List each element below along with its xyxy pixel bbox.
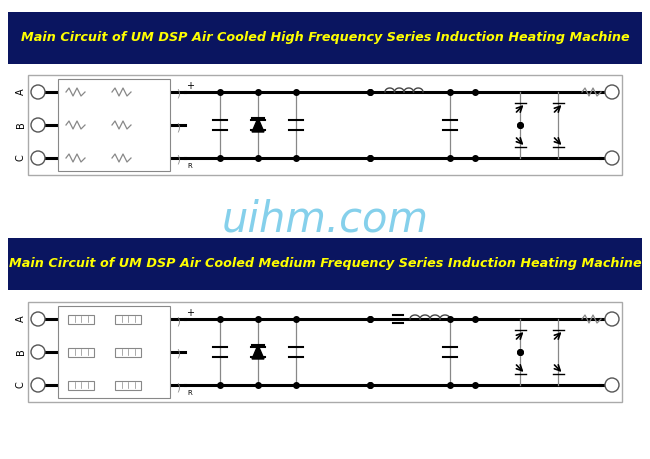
- Text: R: R: [188, 390, 192, 396]
- Bar: [58, 306, 170, 398]
- Circle shape: [31, 85, 45, 99]
- Bar: [68, 314, 94, 324]
- Text: C: C: [16, 381, 26, 388]
- Text: ): ): [176, 382, 180, 392]
- Circle shape: [605, 151, 619, 165]
- Text: uihm.com: uihm.com: [222, 199, 428, 241]
- Circle shape: [31, 312, 45, 326]
- Text: B: B: [16, 349, 26, 355]
- Polygon shape: [252, 118, 264, 132]
- Text: +: +: [186, 308, 194, 318]
- Polygon shape: [252, 345, 264, 359]
- Text: R: R: [188, 163, 192, 169]
- Text: ): ): [176, 122, 180, 132]
- Text: A: A: [16, 316, 26, 322]
- Circle shape: [31, 118, 45, 132]
- Bar: [28, 75, 622, 175]
- Bar: [115, 347, 141, 357]
- Text: Main Circuit of UM DSP Air Cooled Medium Frequency Series Induction Heating Mach: Main Circuit of UM DSP Air Cooled Medium…: [8, 257, 642, 270]
- Circle shape: [605, 312, 619, 326]
- Bar: [68, 347, 94, 357]
- Text: ): ): [176, 316, 180, 326]
- Bar: [115, 381, 141, 390]
- Bar: [8, 12, 642, 64]
- Text: C: C: [16, 155, 26, 162]
- Text: ): ): [176, 89, 180, 99]
- Bar: [68, 381, 94, 390]
- Text: Main Circuit of UM DSP Air Cooled High Frequency Series Induction Heating Machin: Main Circuit of UM DSP Air Cooled High F…: [21, 32, 629, 45]
- Circle shape: [605, 85, 619, 99]
- Circle shape: [31, 378, 45, 392]
- Text: ): ): [176, 349, 180, 359]
- Bar: [28, 302, 622, 402]
- Bar: [115, 314, 141, 324]
- Circle shape: [605, 378, 619, 392]
- Circle shape: [31, 151, 45, 165]
- Text: +: +: [186, 81, 194, 91]
- Text: ): ): [176, 155, 180, 165]
- Text: A: A: [16, 89, 26, 95]
- Circle shape: [31, 345, 45, 359]
- Text: B: B: [16, 122, 26, 129]
- Bar: [58, 79, 170, 171]
- Bar: [8, 238, 642, 290]
